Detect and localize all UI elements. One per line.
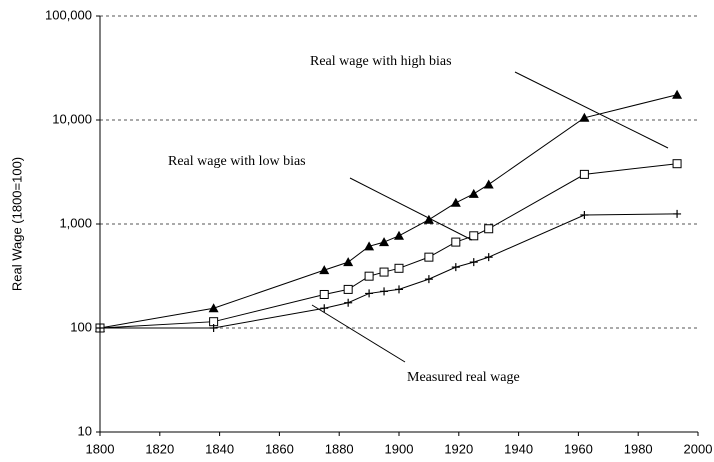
marker: [424, 275, 433, 284]
marker: [344, 298, 353, 307]
marker: [469, 231, 479, 241]
marker: [343, 257, 354, 267]
marker: [469, 258, 478, 267]
marker: [395, 285, 403, 294]
marker: [451, 237, 461, 247]
x-tick-label: 1960: [564, 441, 593, 456]
x-tick-label: 1840: [205, 441, 234, 456]
x-tick-label: 2000: [684, 441, 713, 456]
annotation: Measured real wage: [407, 370, 520, 385]
x-tick-label: 1880: [325, 441, 354, 456]
marker: [380, 287, 389, 296]
marker: [672, 89, 683, 99]
x-tick-label: 1900: [385, 441, 414, 456]
x-tick-label: 1980: [624, 441, 653, 456]
marker: [394, 263, 404, 273]
annotation-arrow: [311, 304, 406, 363]
marker: [343, 284, 353, 294]
marker: [451, 263, 460, 272]
marker: [319, 289, 329, 299]
marker: [579, 169, 589, 179]
marker: [319, 265, 330, 275]
x-tick-label: 1800: [86, 441, 115, 456]
marker: [394, 230, 404, 240]
annotation-arrow: [349, 177, 473, 241]
annotation-arrow: [514, 71, 669, 149]
annotation: Real wage with low bias: [168, 154, 306, 169]
series-line: [99, 94, 678, 329]
marker: [580, 211, 589, 220]
y-tick-label: 10,000: [52, 111, 92, 126]
marker: [673, 209, 682, 218]
marker: [484, 253, 493, 262]
marker: [379, 237, 390, 247]
y-tick-label: 10: [78, 423, 92, 438]
y-axis-label: Real Wage (1800=100): [9, 157, 24, 291]
marker: [364, 271, 374, 281]
marker: [468, 188, 479, 198]
x-tick-label: 1920: [444, 441, 473, 456]
x-tick-label: 1860: [265, 441, 294, 456]
x-tick-label: 1820: [145, 441, 174, 456]
marker: [484, 224, 494, 234]
marker: [423, 214, 434, 224]
marker: [209, 324, 218, 332]
marker: [483, 179, 494, 189]
marker: [424, 252, 434, 262]
marker: [672, 159, 682, 169]
y-tick-label: 100,000: [45, 7, 92, 22]
y-tick-label: 100: [70, 319, 92, 334]
marker: [450, 197, 461, 207]
marker: [364, 241, 375, 251]
marker: [379, 267, 389, 277]
marker: [320, 304, 329, 313]
marker: [208, 303, 219, 313]
marker: [96, 324, 104, 332]
marker: [365, 289, 374, 298]
marker: [579, 112, 590, 122]
y-tick-label: 1,000: [59, 215, 92, 230]
annotation: Real wage with high bias: [310, 54, 452, 69]
x-tick-label: 1940: [504, 441, 533, 456]
